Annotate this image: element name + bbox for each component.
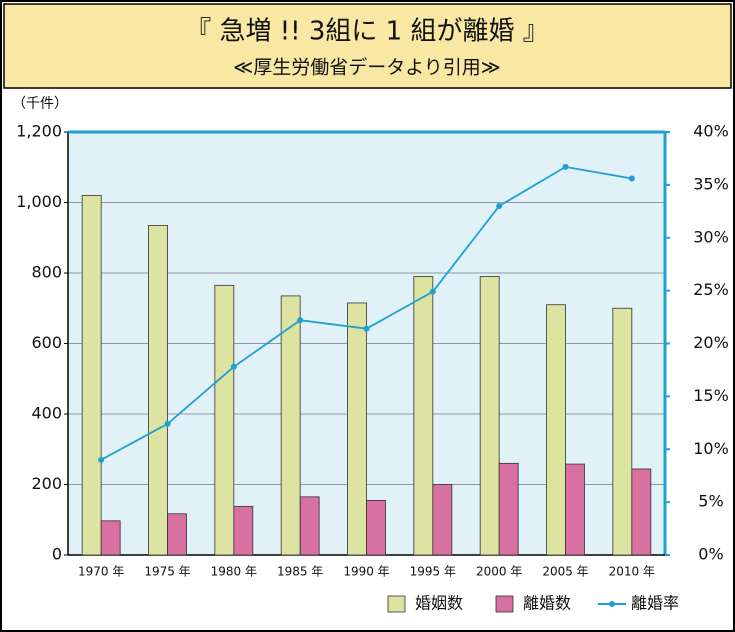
bar xyxy=(432,484,453,556)
y-tick-label: 600 xyxy=(31,333,62,352)
bar xyxy=(280,295,301,556)
x-tick-label: 2010 年 xyxy=(609,565,655,579)
bar xyxy=(233,505,254,556)
bar xyxy=(498,462,519,556)
y2-tick-label: 20% xyxy=(693,333,729,352)
bar xyxy=(148,225,168,556)
y-tick-label: 200 xyxy=(31,474,62,493)
legend-label: 婚姻数 xyxy=(415,594,463,613)
line-point xyxy=(230,363,237,370)
legend-swatch xyxy=(495,595,514,613)
line-point xyxy=(98,456,105,463)
line-point xyxy=(496,203,503,210)
bar xyxy=(479,276,500,556)
bar xyxy=(214,284,235,556)
line-point xyxy=(164,420,171,427)
chart-title: 『 急増 !! 3組に 1 組が離婚 』 xyxy=(185,17,549,47)
bar xyxy=(366,499,386,556)
bar xyxy=(612,307,633,556)
y-tick-label: 400 xyxy=(31,404,62,423)
x-tick-label: 1985 年 xyxy=(277,565,323,579)
line-point xyxy=(429,288,436,295)
y2-tick-label: 30% xyxy=(693,227,729,246)
header-box xyxy=(3,3,732,89)
y2-tick-label: 40% xyxy=(693,122,729,141)
y-tick-label: 0 xyxy=(52,545,62,564)
y2-tick-label: 5% xyxy=(698,492,723,511)
line-point xyxy=(628,175,635,182)
bar xyxy=(81,195,102,556)
legend-swatch xyxy=(609,601,615,607)
y2-tick-label: 35% xyxy=(693,174,729,193)
x-tick-label: 1975 年 xyxy=(144,565,190,579)
bar xyxy=(347,302,367,556)
x-tick-label: 2005 年 xyxy=(542,565,588,579)
bar xyxy=(565,463,585,556)
x-tick-label: 2000 年 xyxy=(476,565,522,579)
bar xyxy=(546,304,566,556)
y2-tick-label: 0% xyxy=(698,545,723,564)
x-tick-label: 1970 年 xyxy=(78,565,124,579)
bar xyxy=(100,520,121,556)
y-tick-label: 800 xyxy=(31,263,62,282)
legend-swatch xyxy=(387,595,406,613)
x-tick-label: 1980 年 xyxy=(211,565,257,579)
bar xyxy=(631,468,652,556)
y-axis-label: （千件） xyxy=(12,96,68,112)
legend-label: 離婚率 xyxy=(631,594,679,613)
y-tick-label: 1,000 xyxy=(16,192,62,211)
legend-label: 離婚数 xyxy=(523,594,571,613)
x-tick-label: 1990 年 xyxy=(343,565,389,579)
chart-subtitle: ≪厚生労働省データより引用≫ xyxy=(233,57,500,79)
bar xyxy=(413,276,434,556)
line-point xyxy=(297,317,304,324)
bar xyxy=(299,496,320,556)
y2-tick-label: 25% xyxy=(693,280,729,299)
bar xyxy=(167,513,187,556)
y2-tick-label: 15% xyxy=(693,386,729,405)
line-point xyxy=(363,325,370,332)
y-tick-label: 1,200 xyxy=(16,122,62,141)
y2-tick-label: 10% xyxy=(693,439,729,458)
line-point xyxy=(562,163,569,170)
x-tick-label: 1995 年 xyxy=(410,565,456,579)
